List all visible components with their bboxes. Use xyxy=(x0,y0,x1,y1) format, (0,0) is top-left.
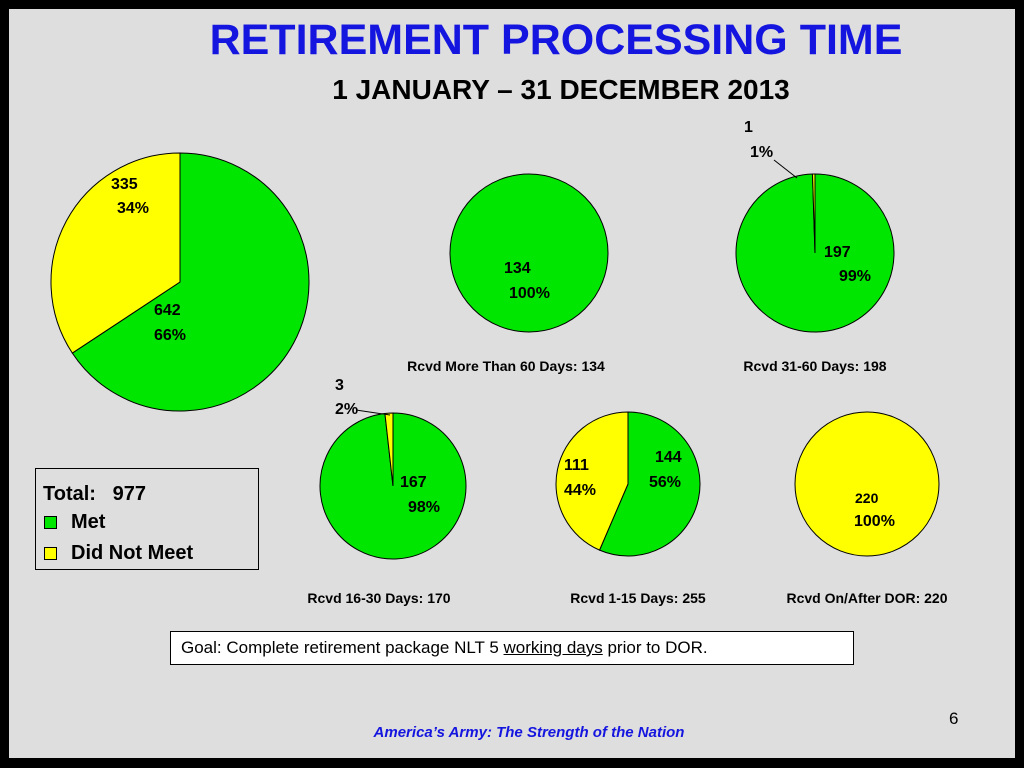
goal-text-after: prior to DOR. xyxy=(602,638,708,657)
legend-total-value: 977 xyxy=(112,483,146,505)
pie-2-label-met-pct: 100% xyxy=(509,285,550,302)
pie-4-label-met-pct: 98% xyxy=(408,499,440,516)
legend-total-label: Total: xyxy=(43,483,96,505)
pie-chart-1: 642 66% 335 34% xyxy=(50,152,310,412)
pie-4-label-not-met-pct: 2% xyxy=(335,401,358,418)
pie-4-label-met-count: 167 xyxy=(400,474,427,491)
pie-chart-5: 144 56% 111 44% Rcvd 1-15 Days: 255 xyxy=(555,411,706,606)
pie-3-caption: Rcvd 31-60 Days: 198 xyxy=(743,358,886,374)
pie-4-caption: Rcvd 16-30 Days: 170 xyxy=(307,590,450,606)
goal-text-underlined: working days xyxy=(503,638,603,657)
pie-5-slice-not-met xyxy=(555,411,629,551)
pie-1-label-met-count: 642 xyxy=(154,302,181,319)
pie-3-leader-line xyxy=(773,159,798,179)
pie-3-label-met-count: 197 xyxy=(824,244,851,261)
pie-1-label-not-met-count: 335 xyxy=(111,176,138,193)
legend-total: Total: 977 xyxy=(43,483,146,506)
legend-item-met: Met xyxy=(44,511,105,534)
pie-3-label-not-met-count: 1 xyxy=(744,119,753,136)
pie-3-label-met-pct: 99% xyxy=(839,268,871,285)
pie-2-slice-met xyxy=(449,173,609,333)
slide-title: RETIREMENT PROCESSING TIME xyxy=(209,16,903,64)
pie-6-label-not-met-count: 220 xyxy=(855,490,879,506)
pie-3-slice-not-met xyxy=(811,173,816,254)
pie-2-label-met-count: 134 xyxy=(504,260,531,277)
pie-1-slice-met xyxy=(71,152,310,412)
goal-text-before: Goal: Complete retirement package NLT 5 xyxy=(181,638,504,657)
pie-4-label-not-met-count: 3 xyxy=(335,377,344,394)
pie-charts: 642 66% 335 34% 134 100% Rcvd More Than 60 Day… xyxy=(50,119,948,606)
legend-label-not-met: Did Not Meet xyxy=(71,542,194,564)
pie-5-label-met-count: 144 xyxy=(655,449,682,466)
pie-6-slice-not-met xyxy=(794,411,940,557)
pie-5-label-met-pct: 56% xyxy=(649,474,681,491)
pie-chart-6: 220 100% Rcvd On/After DOR: 220 xyxy=(786,411,948,606)
pie-4-slice-not-met xyxy=(384,412,394,487)
legend: Total: 977 Met Did Not Meet xyxy=(35,468,259,570)
pie-chart-4: 167 98% 3 2% Rcvd 16-30 Days: 170 xyxy=(307,377,467,606)
pie-2-caption: Rcvd More Than 60 Days: 134 xyxy=(407,358,605,374)
footer-tagline: America’s Army: The Strength of the Nati… xyxy=(373,724,685,741)
legend-item-not-met: Did Not Meet xyxy=(44,542,193,565)
pie-chart-3: 197 99% 1 1% Rcvd 31-60 Days: 198 xyxy=(735,119,895,374)
pie-3-label-not-met-pct: 1% xyxy=(750,144,773,161)
slide: RETIREMENT PROCESSING TIME 1 JANUARY – 3… xyxy=(9,9,1015,758)
pie-chart-2: 134 100% Rcvd More Than 60 Days: 134 xyxy=(407,173,609,374)
pie-4-leader-line xyxy=(355,409,391,416)
pie-6-label-not-met-pct: 100% xyxy=(854,513,895,530)
pie-5-label-not-met-pct: 44% xyxy=(564,482,596,499)
pie-6-caption: Rcvd On/After DOR: 220 xyxy=(786,590,947,606)
pie-1-slice-not-met xyxy=(50,152,181,354)
slide-subtitle: 1 JANUARY – 31 DECEMBER 2013 xyxy=(332,74,790,105)
pie-5-label-not-met-count: 111 xyxy=(564,457,589,474)
legend-label-met: Met xyxy=(71,511,106,533)
legend-swatch-not-met xyxy=(44,547,57,560)
goal-box: Goal: Complete retirement package NLT 5 … xyxy=(170,631,854,665)
legend-swatch-met xyxy=(44,516,57,529)
pie-5-slice-met xyxy=(598,411,701,557)
page-number: 6 xyxy=(949,709,959,728)
pie-1-label-met-pct: 66% xyxy=(154,327,186,344)
pie-5-caption: Rcvd 1-15 Days: 255 xyxy=(570,590,706,606)
pie-1-label-not-met-pct: 34% xyxy=(117,200,149,217)
